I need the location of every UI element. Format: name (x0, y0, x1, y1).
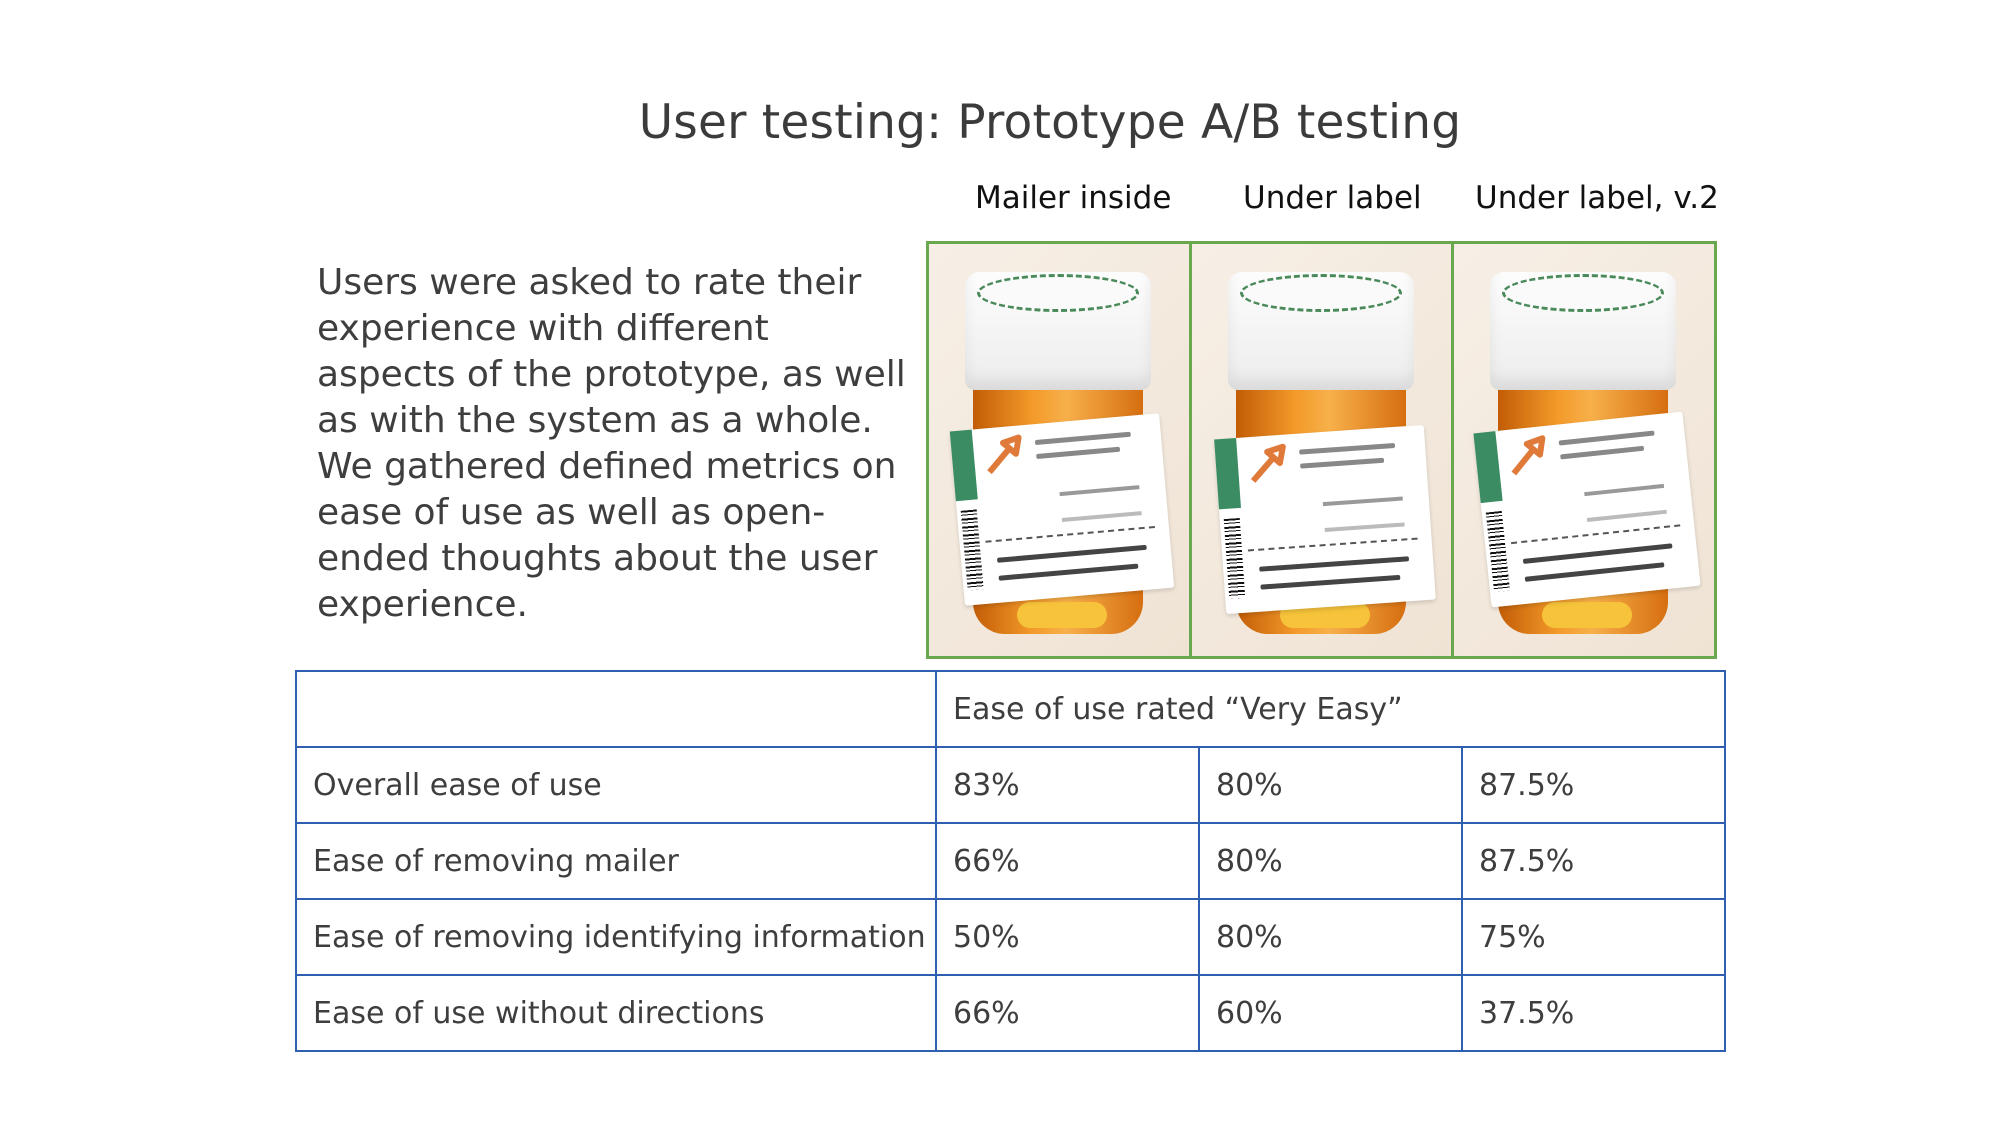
table-row: Ease of removing identifying information… (295, 898, 1726, 976)
photo-under-label-v2 (1451, 244, 1715, 656)
row-label: Ease of removing identifying information (295, 898, 937, 976)
description-paragraph-2: We gathered defined metrics on ease of u… (317, 446, 897, 625)
pill-bottle-image (1210, 272, 1436, 652)
cell-under-label: 80% (1198, 822, 1463, 900)
cell-under-label-v2: 75% (1461, 898, 1726, 976)
column-heading-mailer-inside: Mailer inside (975, 180, 1172, 216)
cell-mailer-inside: 83% (935, 746, 1200, 824)
pill-bottle-image (1472, 272, 1701, 652)
description-text: Users were asked to rate their experienc… (317, 260, 917, 628)
tear-arrow-icon (1511, 435, 1546, 476)
description-paragraph-1: Users were asked to rate their experienc… (317, 262, 906, 441)
table-header-corner (295, 670, 937, 748)
row-label: Overall ease of use (295, 746, 937, 824)
prescription-label (949, 413, 1175, 606)
cell-under-label: 80% (1198, 746, 1463, 824)
table-row: Ease of use without directions 66% 60% 3… (295, 974, 1726, 1052)
tear-arrow-icon (1250, 443, 1286, 483)
cell-mailer-inside: 66% (935, 822, 1200, 900)
tear-arrow-icon (987, 434, 1022, 475)
results-table: Ease of use rated “Very Easy” Overall ea… (295, 670, 1726, 1052)
prescription-label (1473, 411, 1701, 608)
table-row: Overall ease of use 83% 80% 87.5% (295, 746, 1726, 824)
cell-under-label-v2: 87.5% (1461, 822, 1726, 900)
row-label: Ease of removing mailer (295, 822, 937, 900)
column-heading-under-label: Under label (1243, 180, 1422, 216)
barcode-icon (1486, 510, 1511, 593)
cell-under-label-v2: 87.5% (1461, 746, 1726, 824)
cell-under-label: 60% (1198, 974, 1463, 1052)
slide-title: User testing: Prototype A/B testing (638, 95, 1462, 150)
prescription-label (1213, 424, 1436, 615)
table-row: Ease of removing mailer 66% 80% 87.5% (295, 822, 1726, 900)
pill-bottle-image (947, 272, 1175, 652)
barcode-icon (960, 509, 984, 591)
photo-under-label (1188, 244, 1452, 656)
column-heading-under-label-v2: Under label, v.2 (1475, 180, 1719, 216)
table-header-ease-very-easy: Ease of use rated “Very Easy” (935, 670, 1726, 748)
cell-under-label-v2: 37.5% (1461, 974, 1726, 1052)
cell-under-label: 80% (1198, 898, 1463, 976)
cell-mailer-inside: 50% (935, 898, 1200, 976)
prototype-photos (926, 241, 1717, 659)
row-label: Ease of use without directions (295, 974, 937, 1052)
table-header-row: Ease of use rated “Very Easy” (295, 670, 1726, 748)
cell-mailer-inside: 66% (935, 974, 1200, 1052)
barcode-icon (1223, 517, 1245, 599)
photo-mailer-inside (929, 244, 1189, 656)
